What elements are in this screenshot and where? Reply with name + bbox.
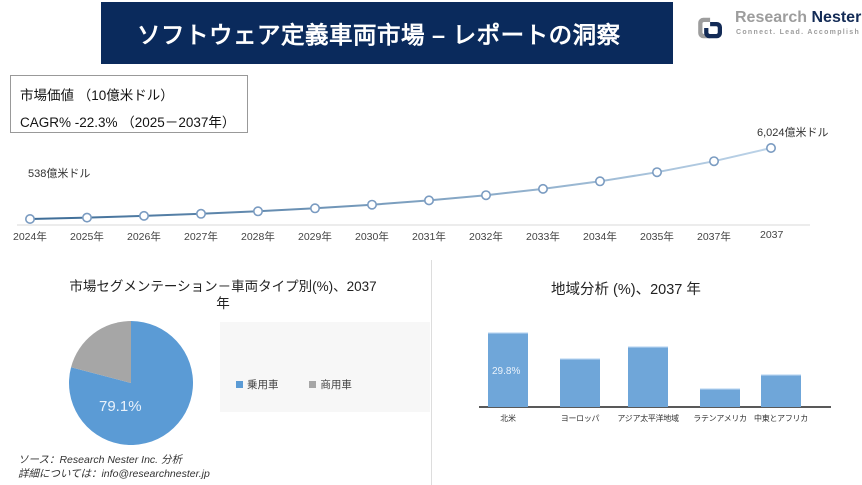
svg-text:29.8%: 29.8%	[492, 366, 520, 377]
svg-text:79.1%: 79.1%	[99, 398, 142, 415]
